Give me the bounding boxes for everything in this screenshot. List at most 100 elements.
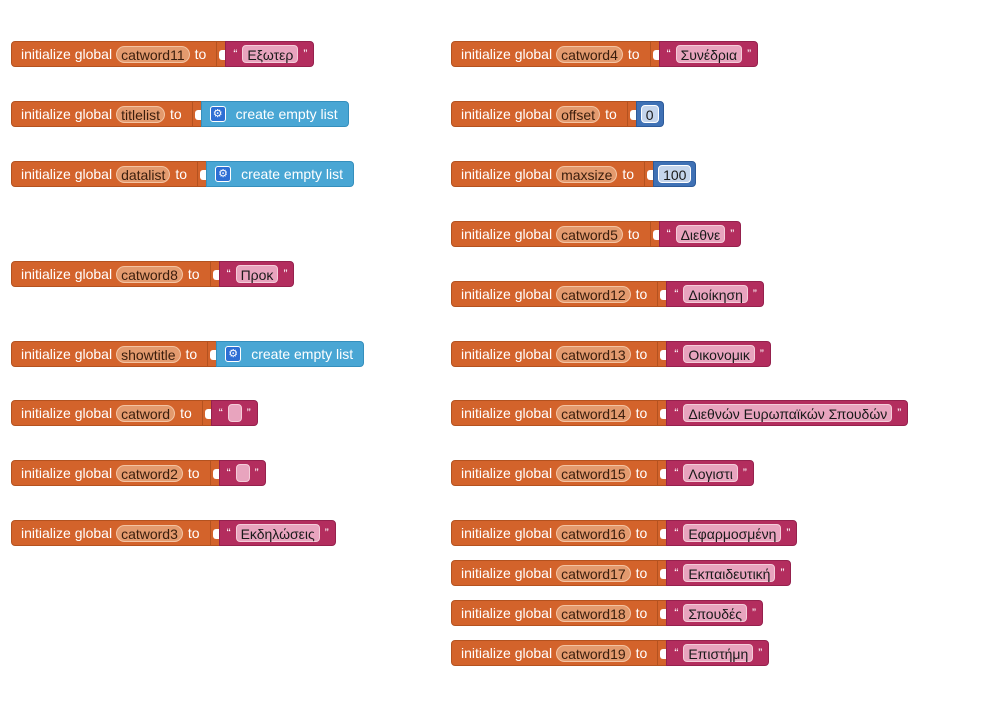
text-value-field[interactable]: Διοίκηση	[683, 285, 748, 303]
initialize-global-block[interactable]: initialize global catword14 to “ Διεθνών Ευρ…	[451, 400, 909, 426]
initialize-global-header: initialize global catword4 to	[451, 41, 651, 67]
text-string-block[interactable]: “ Εκδηλώσεις ”	[218, 520, 336, 546]
text-value-field[interactable]: Προκ	[235, 265, 279, 283]
variable-name-field[interactable]: catword14	[556, 404, 631, 422]
text-value-field[interactable]: Οικονομικ	[683, 345, 755, 363]
gear-icon[interactable]: ⚙	[225, 346, 242, 362]
initialize-global-block[interactable]: initialize global catword17 to “ Εκπαιδευτικ…	[451, 560, 792, 586]
number-block[interactable]: 100	[653, 161, 697, 187]
initialize-global-block[interactable]: initialize global catword18 to “ Σπουδές ”	[451, 600, 764, 626]
variable-name-field[interactable]: datalist	[116, 165, 171, 183]
initialize-global-block[interactable]: initialize global offset to 0	[451, 101, 664, 127]
open-quote: “	[674, 466, 679, 480]
value-socket	[658, 281, 667, 307]
initialize-global-header: initialize global offset to	[451, 101, 628, 127]
text-value-field[interactable]: Εξωτερ	[242, 45, 299, 63]
initialize-global-block[interactable]: initialize global catword8 to “ Προκ ”	[11, 261, 295, 287]
text-string-block[interactable]: “ Διοίκηση ”	[666, 281, 764, 307]
variable-name-field[interactable]: catword18	[556, 604, 631, 622]
text-string-block[interactable]: “ Διεθνε ”	[658, 221, 742, 247]
to-label: to	[635, 465, 648, 481]
initialize-global-block[interactable]: initialize global catword11 to “ Εξωτερ ”	[11, 41, 315, 67]
variable-name-field[interactable]: catword5	[556, 225, 623, 243]
variable-name-field[interactable]: catword2	[116, 464, 183, 482]
create-empty-list-block[interactable]: ⚙ create empty list	[206, 161, 355, 187]
value-socket	[650, 221, 659, 247]
text-string-block[interactable]: “ Συνέδρια ”	[658, 41, 759, 67]
number-block[interactable]: 0	[635, 101, 664, 127]
gear-icon[interactable]: ⚙	[215, 166, 232, 182]
text-value-field[interactable]: Διεθνε	[675, 225, 726, 243]
text-value-field[interactable]: Εκδηλώσεις	[235, 524, 320, 542]
to-label: to	[169, 106, 182, 122]
variable-name-field[interactable]: catword11	[116, 45, 190, 63]
create-empty-list-block[interactable]: ⚙ create empty list	[216, 341, 365, 367]
open-quote: “	[666, 47, 671, 61]
text-value-field[interactable]: Εφαρμοσμένη	[683, 524, 782, 542]
gear-icon[interactable]: ⚙	[209, 106, 226, 122]
initialize-global-block[interactable]: initialize global catword19 to “ Επιστήμη ”	[451, 640, 770, 666]
initialize-global-block[interactable]: initialize global catword to “”	[11, 400, 258, 426]
text-string-block[interactable]: “ Οικονομικ ”	[666, 341, 771, 367]
close-quote: ”	[747, 47, 752, 61]
initialize-global-header: initialize global catword14 to	[451, 400, 659, 426]
initialize-global-block[interactable]: initialize global catword13 to “ Οικονομικ ”	[451, 341, 771, 367]
initialize-global-header: initialize global catword13 to	[451, 341, 659, 367]
initialize-global-block[interactable]: initialize global maxsize to 100	[451, 161, 697, 187]
initialize-global-label: initialize global	[461, 645, 553, 661]
text-string-block[interactable]: “ Διεθνών Ευρωπαϊκών Σπουδών ”	[666, 400, 909, 426]
variable-name-field[interactable]: showtitle	[116, 345, 181, 363]
text-string-block[interactable]: “”	[218, 460, 266, 486]
create-empty-list-block[interactable]: ⚙ create empty list	[200, 101, 349, 127]
to-label: to	[635, 605, 648, 621]
variable-name-field[interactable]: titlelist	[116, 105, 165, 123]
text-string-block[interactable]: “ Επιστήμη ”	[666, 640, 770, 666]
initialize-global-block[interactable]: initialize global showtitle to ⚙ create empt…	[11, 341, 365, 367]
variable-name-field[interactable]: offset	[556, 105, 601, 123]
initialize-global-header: initialize global titlelist to	[11, 101, 193, 127]
initialize-global-block[interactable]: initialize global catword4 to “ Συνέδρια ”	[451, 41, 759, 67]
variable-name-field[interactable]: catword16	[556, 524, 631, 542]
variable-name-field[interactable]: catword12	[556, 285, 631, 303]
initialize-global-label: initialize global	[461, 166, 553, 182]
text-value-field[interactable]: Επιστήμη	[683, 644, 754, 662]
initialize-global-block[interactable]: initialize global catword5 to “ Διεθνε ”	[451, 221, 742, 247]
text-value-field[interactable]: Διεθνών Ευρωπαϊκών Σπουδών	[683, 404, 893, 422]
initialize-global-block[interactable]: initialize global titlelist to ⚙ create empt…	[11, 101, 349, 127]
variable-name-field[interactable]: catword8	[116, 265, 183, 283]
close-quote: ”	[897, 406, 902, 420]
to-label: to	[187, 525, 200, 541]
text-string-block[interactable]: “ Σπουδές ”	[666, 600, 764, 626]
initialize-global-block[interactable]: initialize global catword12 to “ Διοίκηση ”	[451, 281, 764, 307]
initialize-global-block[interactable]: initialize global catword15 to “ Λογιστι ”	[451, 460, 754, 486]
initialize-global-header: initialize global catword8 to	[11, 261, 211, 287]
number-value-field[interactable]: 0	[640, 105, 659, 123]
variable-name-field[interactable]: catword3	[116, 524, 183, 542]
text-string-block[interactable]: “ Εφαρμοσμένη ”	[666, 520, 798, 546]
initialize-global-block[interactable]: initialize global datalist to ⚙ create empty…	[11, 161, 355, 187]
number-value-field[interactable]: 100	[658, 165, 692, 183]
variable-name-field[interactable]: catword	[116, 404, 176, 422]
text-string-block[interactable]: “”	[210, 400, 258, 426]
variable-name-field[interactable]: catword13	[556, 345, 631, 363]
initialize-global-block[interactable]: initialize global catword16 to “ Εφαρμοσμένη…	[451, 520, 798, 546]
initialize-global-label: initialize global	[461, 465, 553, 481]
variable-name-field[interactable]: catword17	[556, 564, 631, 582]
initialize-global-block[interactable]: initialize global catword3 to “ Εκδηλώσεις ”	[11, 520, 336, 546]
variable-name-field[interactable]: maxsize	[556, 165, 618, 183]
variable-name-field[interactable]: catword4	[556, 45, 623, 63]
initialize-global-block[interactable]: initialize global catword2 to “”	[11, 460, 266, 486]
text-value-field[interactable]: Συνέδρια	[675, 45, 743, 63]
text-string-block[interactable]: “ Λογιστι ”	[666, 460, 754, 486]
initialize-global-label: initialize global	[461, 605, 553, 621]
text-string-block[interactable]: “ Εξωτερ ”	[225, 41, 315, 67]
text-string-block[interactable]: “ Προκ ”	[218, 261, 295, 287]
text-value-field[interactable]: Σπουδές	[683, 604, 748, 622]
text-value-field[interactable]: Λογιστι	[683, 464, 738, 482]
variable-name-field[interactable]: catword15	[556, 464, 631, 482]
text-string-block[interactable]: “ Εκπαιδευτική ”	[666, 560, 792, 586]
text-value-field[interactable]: Εκπαιδευτική	[683, 564, 776, 582]
text-value-field[interactable]	[227, 404, 242, 422]
text-value-field[interactable]	[235, 464, 250, 482]
variable-name-field[interactable]: catword19	[556, 644, 631, 662]
